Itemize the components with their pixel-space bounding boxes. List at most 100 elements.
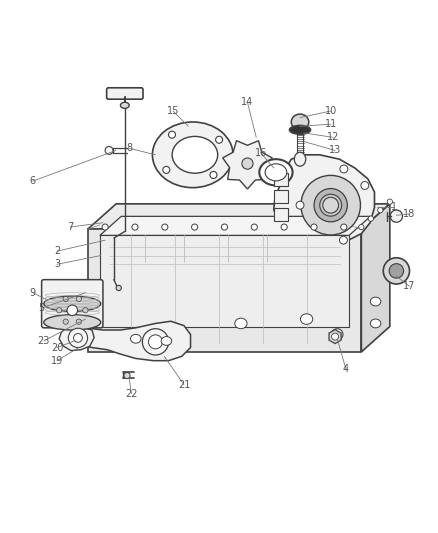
Ellipse shape xyxy=(191,224,198,230)
Polygon shape xyxy=(329,329,341,344)
Ellipse shape xyxy=(389,264,403,278)
Ellipse shape xyxy=(148,335,162,349)
Polygon shape xyxy=(88,229,361,352)
Text: 23: 23 xyxy=(38,336,50,346)
Ellipse shape xyxy=(251,224,258,230)
Text: 4: 4 xyxy=(343,365,349,374)
Ellipse shape xyxy=(370,297,381,306)
Ellipse shape xyxy=(387,199,392,204)
Ellipse shape xyxy=(162,224,168,230)
Ellipse shape xyxy=(63,319,68,324)
Ellipse shape xyxy=(332,333,339,340)
Text: 16: 16 xyxy=(254,148,267,158)
Ellipse shape xyxy=(378,207,383,213)
Ellipse shape xyxy=(235,318,247,329)
Ellipse shape xyxy=(320,194,342,216)
Text: 11: 11 xyxy=(325,119,337,129)
Text: 15: 15 xyxy=(167,106,179,116)
FancyBboxPatch shape xyxy=(42,280,103,328)
Text: 8: 8 xyxy=(126,143,132,154)
Polygon shape xyxy=(100,216,371,236)
Ellipse shape xyxy=(102,224,108,230)
Text: 12: 12 xyxy=(327,132,339,142)
Ellipse shape xyxy=(281,224,287,230)
Polygon shape xyxy=(59,326,94,351)
Ellipse shape xyxy=(383,258,410,284)
Text: 1: 1 xyxy=(391,203,397,212)
Ellipse shape xyxy=(163,166,170,173)
Polygon shape xyxy=(280,240,346,253)
Polygon shape xyxy=(223,141,272,189)
Polygon shape xyxy=(361,204,390,352)
Ellipse shape xyxy=(361,182,369,189)
Text: 21: 21 xyxy=(178,379,190,390)
Ellipse shape xyxy=(210,172,217,179)
Ellipse shape xyxy=(83,308,88,313)
Ellipse shape xyxy=(74,334,82,342)
Text: 17: 17 xyxy=(403,281,416,291)
Ellipse shape xyxy=(68,328,88,348)
FancyBboxPatch shape xyxy=(106,88,143,99)
Ellipse shape xyxy=(63,296,68,302)
Ellipse shape xyxy=(323,197,339,213)
Ellipse shape xyxy=(57,308,62,313)
Ellipse shape xyxy=(152,122,233,188)
Ellipse shape xyxy=(172,136,218,173)
Ellipse shape xyxy=(359,224,364,230)
Ellipse shape xyxy=(294,152,306,166)
Ellipse shape xyxy=(169,131,176,138)
Ellipse shape xyxy=(311,224,317,230)
Ellipse shape xyxy=(116,285,121,290)
Text: 3: 3 xyxy=(54,260,60,269)
Text: 19: 19 xyxy=(51,356,63,366)
Ellipse shape xyxy=(332,329,343,340)
Ellipse shape xyxy=(314,189,347,222)
Ellipse shape xyxy=(265,164,287,181)
Text: 22: 22 xyxy=(125,389,138,399)
FancyBboxPatch shape xyxy=(274,190,288,204)
Ellipse shape xyxy=(339,236,347,244)
Ellipse shape xyxy=(259,159,293,185)
Text: 20: 20 xyxy=(51,343,63,352)
Ellipse shape xyxy=(142,329,169,355)
Ellipse shape xyxy=(341,224,347,230)
Ellipse shape xyxy=(370,319,381,328)
Polygon shape xyxy=(100,236,349,327)
Text: 9: 9 xyxy=(30,288,36,298)
Ellipse shape xyxy=(300,314,313,324)
Ellipse shape xyxy=(76,319,81,324)
Polygon shape xyxy=(88,204,390,229)
Text: 7: 7 xyxy=(67,222,73,232)
Ellipse shape xyxy=(132,224,138,230)
Ellipse shape xyxy=(221,224,228,230)
FancyBboxPatch shape xyxy=(274,173,288,186)
Text: 13: 13 xyxy=(329,146,341,156)
Ellipse shape xyxy=(76,296,81,302)
Ellipse shape xyxy=(301,175,360,235)
FancyBboxPatch shape xyxy=(274,208,288,221)
Text: 10: 10 xyxy=(325,106,337,116)
Text: 2: 2 xyxy=(54,246,60,256)
Ellipse shape xyxy=(131,334,141,343)
Text: 6: 6 xyxy=(30,176,36,186)
Ellipse shape xyxy=(161,336,172,345)
Ellipse shape xyxy=(390,210,403,222)
Ellipse shape xyxy=(44,296,101,311)
Ellipse shape xyxy=(340,165,348,173)
Text: 5: 5 xyxy=(39,303,45,313)
Ellipse shape xyxy=(296,201,304,209)
Ellipse shape xyxy=(44,314,101,330)
Ellipse shape xyxy=(290,125,311,134)
Ellipse shape xyxy=(368,216,374,221)
Ellipse shape xyxy=(242,158,253,169)
Polygon shape xyxy=(74,321,191,361)
Ellipse shape xyxy=(291,114,309,130)
Polygon shape xyxy=(274,155,374,243)
Ellipse shape xyxy=(124,373,130,378)
Ellipse shape xyxy=(67,305,78,316)
Text: 14: 14 xyxy=(241,97,254,107)
Ellipse shape xyxy=(120,102,129,108)
Ellipse shape xyxy=(105,147,113,155)
Ellipse shape xyxy=(215,136,223,143)
Text: 18: 18 xyxy=(403,209,416,219)
